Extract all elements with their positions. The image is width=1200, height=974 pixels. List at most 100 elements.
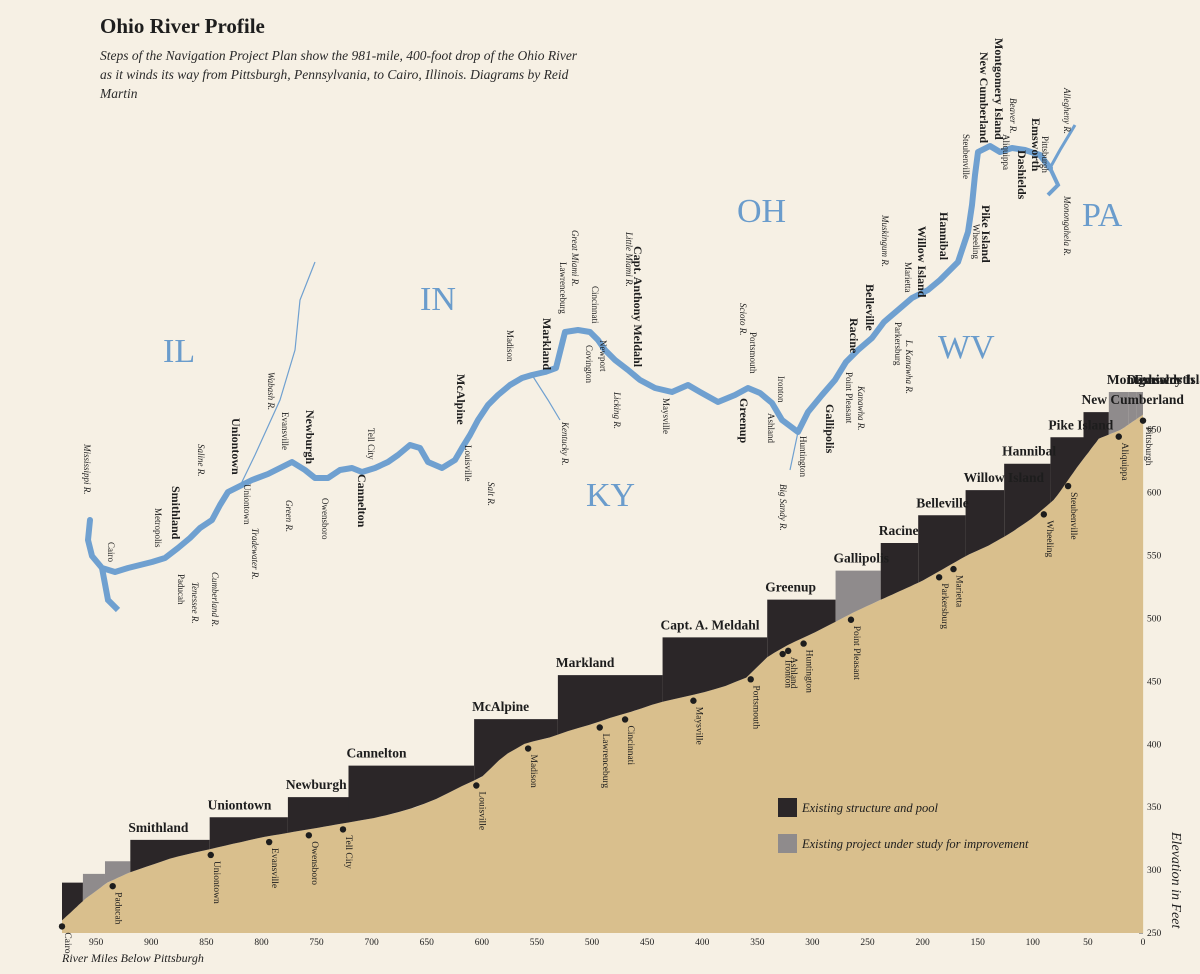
state-label-wv: WV: [938, 329, 995, 366]
x-tick-label: 750: [309, 938, 324, 948]
city-dot: [207, 851, 214, 859]
state-label-oh: OH: [737, 193, 786, 230]
map-river-saline: Saline R.: [196, 444, 206, 477]
map-city-point-pleasant: Point Pleasant: [844, 372, 854, 424]
legend-label: Existing project under study for improve…: [801, 837, 1029, 851]
dam-label: Dashields: [1127, 372, 1183, 387]
city-label: Ashland: [788, 657, 798, 689]
map-river-salt: Salt R.: [486, 482, 496, 506]
map-dam-markland: Markland: [540, 318, 554, 370]
city-label: Lawrenceburg: [600, 734, 610, 789]
dam-label: Markland: [556, 655, 615, 670]
dam-label: Montgomery Island: [1107, 372, 1200, 387]
x-tick-label: 50: [1083, 938, 1093, 948]
map-dam-emsworth: Emsworth: [1029, 118, 1043, 172]
dam-label: Smithland: [128, 820, 189, 835]
dam-label: Racine: [879, 523, 919, 538]
map-dam-new-cumberland: New Cumberland: [977, 52, 991, 143]
pool-step: [1128, 392, 1137, 425]
state-label-in: IN: [420, 281, 456, 318]
city-dot: [800, 640, 807, 647]
city-label: Marietta: [953, 575, 963, 608]
city-label: Ironton: [783, 660, 793, 688]
map-river-mississippi: Mississippi R.: [82, 443, 92, 495]
x-tick-label: 800: [254, 938, 269, 948]
pool-step: [880, 542, 919, 600]
y-tick-label: 300: [1147, 866, 1162, 876]
pool-step: [835, 570, 881, 622]
legend-swatch: [778, 798, 797, 817]
map-river-kanawha: Kanawha R.: [856, 385, 866, 431]
x-tick-label: 150: [971, 938, 986, 948]
city-label: Portsmouth: [751, 685, 761, 729]
map-dam-newburgh: Newburgh: [303, 410, 317, 464]
pool-step: [767, 599, 836, 658]
x-tick-label: 900: [144, 938, 159, 948]
x-tick-label: 250: [860, 938, 875, 948]
dam-label: New Cumberland: [1081, 392, 1184, 407]
map-river-tradewater: Tradewater R.: [250, 528, 260, 580]
state-label-ky: KY: [586, 477, 635, 514]
x-tick-label: 950: [89, 938, 104, 948]
x-tick-label: 100: [1026, 938, 1041, 948]
map-river-green: Green R.: [284, 500, 294, 532]
city-label: Point Pleasant: [851, 626, 861, 680]
city-dot: [58, 923, 66, 930]
dam-label: Willow Island: [964, 470, 1045, 485]
pool-step: [82, 873, 105, 902]
allegheny-river-line: [1048, 124, 1077, 169]
city-label: Owensboro: [309, 841, 319, 885]
city-label: Maysville: [693, 707, 703, 745]
map-river-beaver: Beaver R.: [1008, 98, 1018, 133]
map-city-louisville: Louisville: [463, 445, 473, 482]
city-label: Cincinnati: [625, 725, 635, 765]
pool-step: [209, 817, 288, 850]
city-label: Pittsburgh: [1143, 427, 1153, 466]
map-city-steubenville: Steubenville: [961, 134, 971, 179]
dam-label: Belleville: [916, 495, 968, 510]
kentucky-river-line: [531, 374, 561, 421]
map-city-parkersburg: Parkersburg: [893, 322, 903, 366]
y-tick-label: 400: [1147, 740, 1162, 750]
city-dot: [1139, 417, 1147, 424]
y-tick-label: 650: [1147, 426, 1162, 436]
map-river-big-sandy: Big Sandy R.: [778, 484, 788, 531]
dam-label: McAlpine: [472, 699, 529, 714]
map-river-allegheny: Allegheny R.: [1062, 87, 1072, 134]
city-dot: [1040, 511, 1048, 518]
y-tick-label: 450: [1147, 677, 1162, 687]
map-city-ironton: Ironton: [776, 376, 786, 403]
pool-step: [1136, 392, 1143, 420]
x-tick-label: 0: [1141, 938, 1146, 948]
y-tick-label: 350: [1147, 803, 1162, 813]
map-city-cairo: Cairo: [106, 542, 116, 562]
city-dot: [524, 745, 532, 752]
x-tick-label: 700: [365, 938, 380, 948]
map-city-uniontown: Uniontown: [242, 484, 252, 525]
dam-label: Uniontown: [208, 797, 272, 812]
map-river-tenessee: Tenessee R.: [190, 582, 200, 624]
city-label: Cairo: [62, 932, 72, 953]
x-axis-title: River Miles Below Pittsburgh: [61, 951, 204, 965]
map-city-ashland: Ashland: [766, 413, 776, 443]
pool-step: [1050, 437, 1084, 503]
city-label: Parkersburg: [939, 583, 949, 629]
y-tick-label: 550: [1147, 552, 1162, 562]
city-label: Huntington: [804, 650, 814, 694]
map-dam-hannibal: Hannibal: [937, 212, 951, 261]
monongahela-river-line: [1046, 167, 1061, 197]
dam-label: Cannelton: [347, 746, 408, 761]
map-city-wheeling: Wheeling: [971, 224, 981, 259]
dam-label: Newburgh: [286, 777, 347, 792]
dam-label: Hannibal: [1002, 444, 1056, 459]
city-dot: [950, 565, 957, 573]
legend-label: Existing structure and pool: [801, 801, 939, 815]
map-city-covington: Covington: [584, 345, 594, 384]
x-tick-label: 500: [585, 938, 600, 948]
map-dam-racine: Racine: [847, 318, 861, 354]
map-city-evansville: Evansville: [280, 412, 290, 450]
pool-step: [662, 637, 768, 702]
city-dot: [473, 782, 480, 789]
city-dot: [784, 647, 792, 655]
map-river-kentucky: Kentucky R.: [560, 421, 570, 465]
